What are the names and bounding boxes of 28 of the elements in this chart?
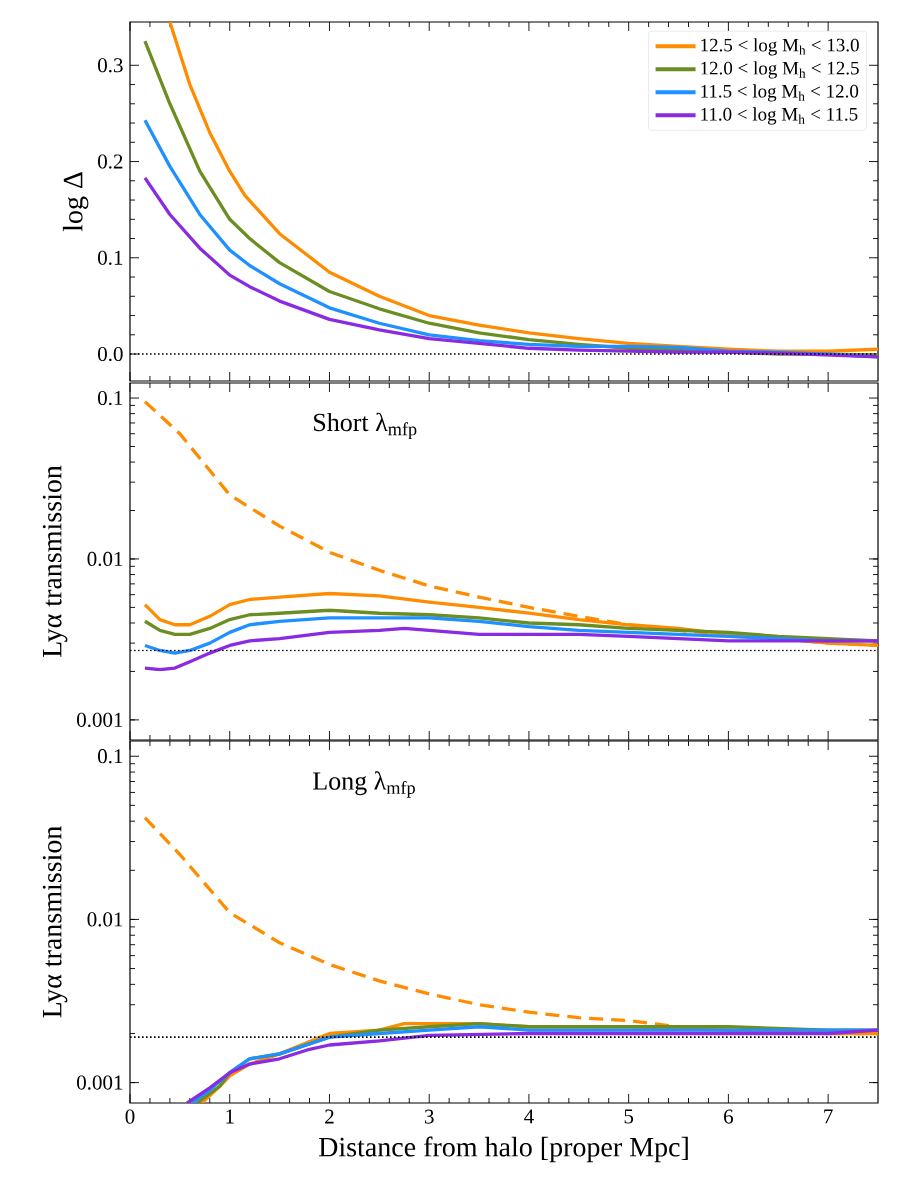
y-tick-label: 0.001 xyxy=(77,1075,123,1090)
x-tick-label: 2 xyxy=(325,1109,334,1124)
y-axis-title: Lyα transmission xyxy=(42,826,68,1018)
legend-label: 11.0 < log M$_{h}$ < 11.5 xyxy=(701,107,858,125)
legend-label: 12.5 < log M$_{h}$ < 13.0 xyxy=(701,38,859,56)
x-tick-label: 0 xyxy=(125,1109,135,1124)
y-tick-label: 0.1 xyxy=(98,390,123,406)
y-tick-label: 0.1 xyxy=(98,749,123,764)
y-axis-title: Lyα transmission xyxy=(42,465,68,658)
y-tick-label: 0.01 xyxy=(87,912,123,927)
annotation: Short λ$_{mfp}$ xyxy=(314,412,417,440)
y-tick-label: 0.2 xyxy=(98,154,123,169)
y-tick-label: 0.001 xyxy=(77,712,123,728)
x-tick-label: 7 xyxy=(824,1109,833,1124)
y-tick-label: 0.0 xyxy=(98,346,123,362)
x-axis-title: Distance from halo [proper Mpc] xyxy=(318,1136,688,1163)
x-tick-label: 3 xyxy=(424,1109,434,1124)
x-tick-label: 4 xyxy=(524,1109,534,1124)
legend-label: 12.0 < log M$_{h}$ < 12.5 xyxy=(701,61,859,79)
annotation: Long λ$_{mfp}$ xyxy=(313,771,415,798)
y-axis-title: log Δ xyxy=(62,172,89,232)
legend-label: 11.5 < log M$_{h}$ < 12.0 xyxy=(701,84,859,102)
y-tick-label: 0.3 xyxy=(98,58,123,73)
x-tick-label: 5 xyxy=(624,1109,634,1124)
x-tick-label: 1 xyxy=(226,1109,234,1124)
y-tick-label: 0.1 xyxy=(98,250,123,265)
y-tick-label: 0.01 xyxy=(87,551,123,567)
x-tick-label: 6 xyxy=(724,1109,734,1124)
